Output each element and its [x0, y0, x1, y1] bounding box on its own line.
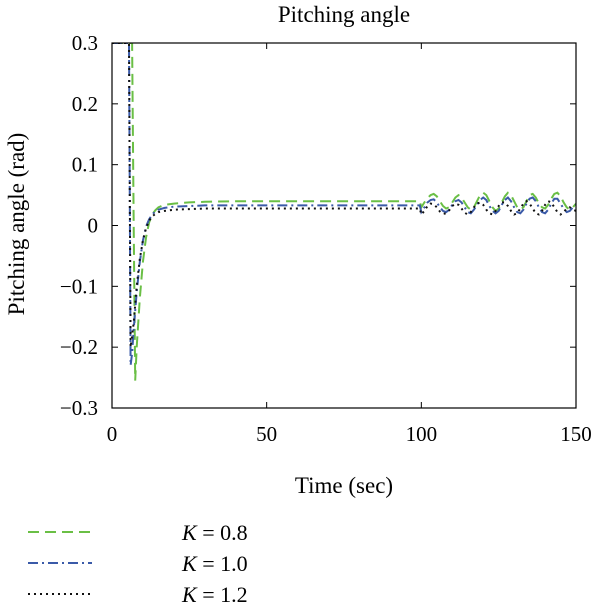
plot-frame [111, 42, 577, 409]
y-tick-label: −0.1 [60, 274, 98, 298]
series-line-1 [112, 43, 576, 381]
x-tick-label: 100 [406, 422, 438, 446]
y-tick-label: −0.2 [60, 335, 98, 359]
legend-label-1: K = 0.8 [181, 520, 248, 545]
y-tick-label: 0.1 [72, 153, 98, 177]
x-tick-label: 150 [560, 422, 592, 446]
y-tick-label: 0.3 [72, 31, 98, 55]
x-axis-label: Time (sec) [295, 473, 393, 498]
legend-label-2: K = 1.0 [181, 551, 248, 576]
legend: K = 0.8 K = 1.0 K = 1.2 [28, 520, 248, 607]
legend-label-3: K = 1.2 [181, 582, 248, 607]
series-line-2 [112, 43, 576, 366]
y-axis-label: Pitching angle (rad) [4, 133, 29, 316]
x-tick-label: 0 [107, 422, 118, 446]
axes: 0 50 100 150 0.3 0.2 0.1 0 −0.1 −0.2 −0.3 [60, 31, 592, 446]
series-layer [112, 43, 576, 381]
y-tick-label: 0 [88, 214, 99, 238]
y-tick-label: 0.2 [72, 92, 98, 116]
chart-title: Pitching angle [278, 2, 410, 27]
y-tick-label: −0.3 [60, 396, 98, 420]
x-tick-label: 50 [256, 422, 277, 446]
